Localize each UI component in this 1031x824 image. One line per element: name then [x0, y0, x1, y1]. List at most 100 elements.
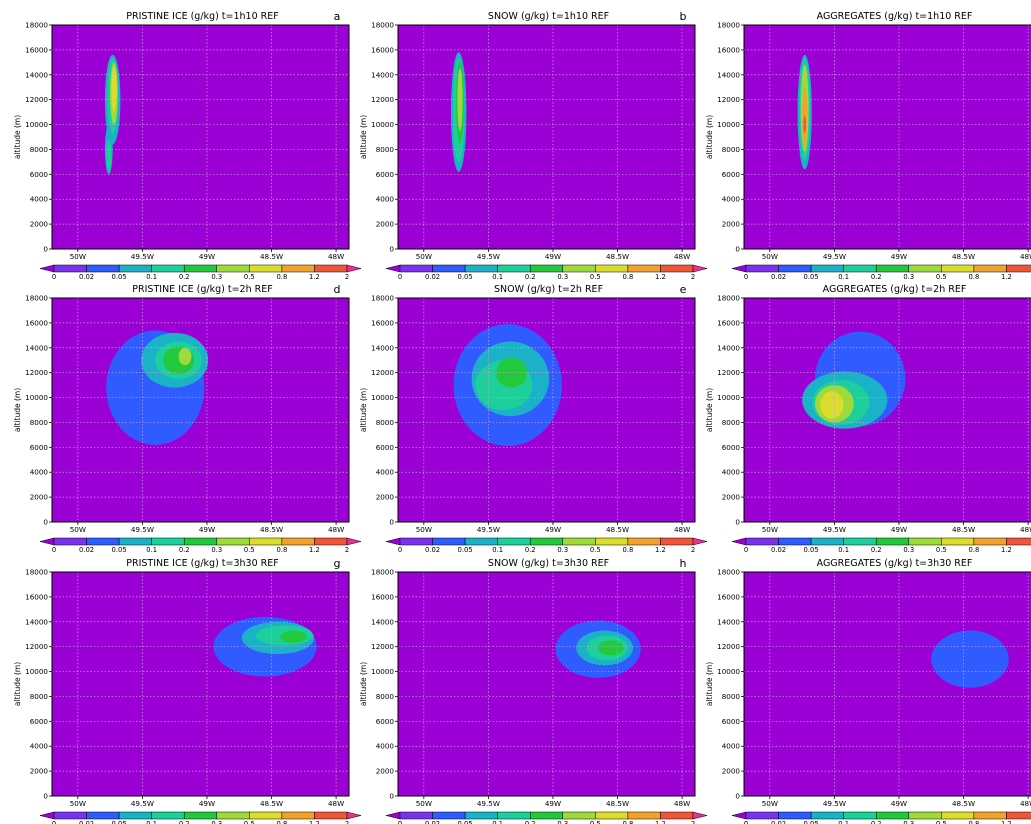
y-tick-label: 12000 — [371, 95, 394, 104]
y-tick-label: 6000 — [30, 717, 49, 726]
plot-area — [398, 572, 695, 796]
x-tick-label: 50W — [762, 799, 778, 808]
colorbar-segment — [628, 265, 661, 272]
y-tick-label: 16000 — [371, 592, 394, 601]
colorbar-label: 0.2 — [525, 546, 536, 554]
colorbar-segment — [347, 812, 361, 819]
colorbar-segment — [54, 538, 87, 545]
colorbar-segment — [465, 812, 498, 819]
y-tick-label: 10000 — [371, 120, 394, 129]
colorbar-label: 1.2 — [309, 273, 320, 281]
colorbar-segment — [530, 538, 563, 545]
colorbar-label: 1.2 — [309, 546, 320, 554]
colorbar-label: 0.1 — [492, 273, 503, 281]
panel-4: 0200040006000800010000120001400016000180… — [13, 283, 361, 554]
colorbar-label: 2 — [345, 820, 349, 824]
field-contour-4 — [281, 630, 307, 642]
field — [798, 55, 812, 169]
y-tick-label: 10000 — [717, 120, 740, 129]
colorbar-label: 0.02 — [79, 273, 94, 281]
y-tick-label: 16000 — [25, 318, 48, 327]
y-tick-label: 16000 — [717, 318, 740, 327]
x-tick-label: 49.5W — [131, 525, 154, 534]
colorbar-segment — [347, 538, 361, 545]
colorbar-segment — [844, 538, 877, 545]
colorbar-segment — [184, 538, 217, 545]
panel-8: 0200040006000800010000120001400016000180… — [359, 557, 707, 824]
colorbar-label: 0 — [398, 546, 402, 554]
y-tick-label: 12000 — [371, 642, 394, 651]
x-tick-label: 49.5W — [131, 799, 154, 808]
colorbar-segment — [660, 538, 693, 545]
y-tick-label: 4000 — [30, 742, 49, 751]
y-axis-label: altitude (m) — [13, 115, 22, 159]
colorbar-label: 0.3 — [903, 820, 914, 824]
colorbar-segment — [433, 265, 466, 272]
panel-letter: g — [334, 557, 341, 570]
y-tick-label: 10000 — [717, 393, 740, 402]
panel-3: 0200040006000800010000120001400016000180… — [705, 11, 1031, 281]
x-tick-label: 50W — [416, 525, 432, 534]
colorbar-segment — [386, 812, 400, 819]
x-tick-label: 48.5W — [260, 252, 283, 261]
x-tick-label: 49.5W — [477, 252, 500, 261]
colorbar: 00.020.050.10.20.30.50.81.22 — [40, 265, 361, 281]
y-tick-label: 2000 — [376, 767, 395, 776]
colorbar-segment — [974, 538, 1007, 545]
colorbar-label: 0.05 — [804, 273, 819, 281]
colorbar-label: 0.5 — [244, 546, 255, 554]
colorbar-segment — [779, 538, 812, 545]
y-tick-label: 12000 — [25, 368, 48, 377]
colorbar-segment — [40, 538, 54, 545]
colorbar-segment — [184, 265, 217, 272]
colorbar-segment — [746, 265, 779, 272]
colorbar-segment — [54, 812, 87, 819]
colorbar-label: 0.2 — [179, 546, 190, 554]
plot-area — [52, 572, 349, 796]
colorbar-segment — [54, 265, 87, 272]
y-axis-label: altitude (m) — [13, 388, 22, 432]
y-tick-label: 4000 — [722, 468, 741, 477]
y-tick-label: 0 — [389, 245, 394, 254]
panel-letter: h — [680, 557, 687, 570]
colorbar: 00.020.050.10.20.30.50.81.22 — [732, 265, 1031, 281]
colorbar-label: 0.3 — [557, 820, 568, 824]
colorbar-segment — [87, 812, 120, 819]
y-tick-label: 2000 — [376, 493, 395, 502]
field-contour-5 — [820, 391, 843, 418]
colorbar-segment — [876, 265, 909, 272]
colorbar-segment — [400, 265, 433, 272]
panel-title: SNOW (g/kg) t=3h30 REF — [488, 558, 609, 569]
y-tick-label: 16000 — [717, 45, 740, 54]
y-tick-label: 4000 — [376, 468, 395, 477]
colorbar-segment — [314, 538, 347, 545]
x-tick-label: 49W — [199, 252, 215, 261]
y-tick-label: 14000 — [25, 617, 48, 626]
colorbar-label: 0.5 — [936, 820, 947, 824]
colorbar-segment — [152, 812, 185, 819]
colorbar-label: 2 — [691, 546, 695, 554]
y-tick-label: 6000 — [722, 717, 741, 726]
y-tick-label: 0 — [389, 518, 394, 527]
colorbar-segment — [119, 538, 152, 545]
colorbar-segment — [400, 538, 433, 545]
panel-letter: a — [334, 10, 341, 23]
panel-7: 0200040006000800010000120001400016000180… — [13, 557, 361, 824]
y-tick-label: 6000 — [376, 717, 395, 726]
y-tick-label: 8000 — [376, 145, 395, 154]
y-tick-label: 12000 — [717, 95, 740, 104]
colorbar-segment — [909, 265, 942, 272]
colorbar-segment — [876, 812, 909, 819]
colorbar-label: 0.05 — [112, 546, 127, 554]
colorbar-segment — [693, 265, 707, 272]
colorbar-label: 0.1 — [838, 273, 849, 281]
colorbar-segment — [844, 812, 877, 819]
y-tick-label: 6000 — [30, 443, 49, 452]
colorbar-segment — [563, 538, 596, 545]
colorbar-segment — [746, 538, 779, 545]
colorbar-segment — [530, 812, 563, 819]
colorbar-label: 0.05 — [112, 820, 127, 824]
y-tick-label: 8000 — [376, 418, 395, 427]
colorbar-segment — [941, 812, 974, 819]
